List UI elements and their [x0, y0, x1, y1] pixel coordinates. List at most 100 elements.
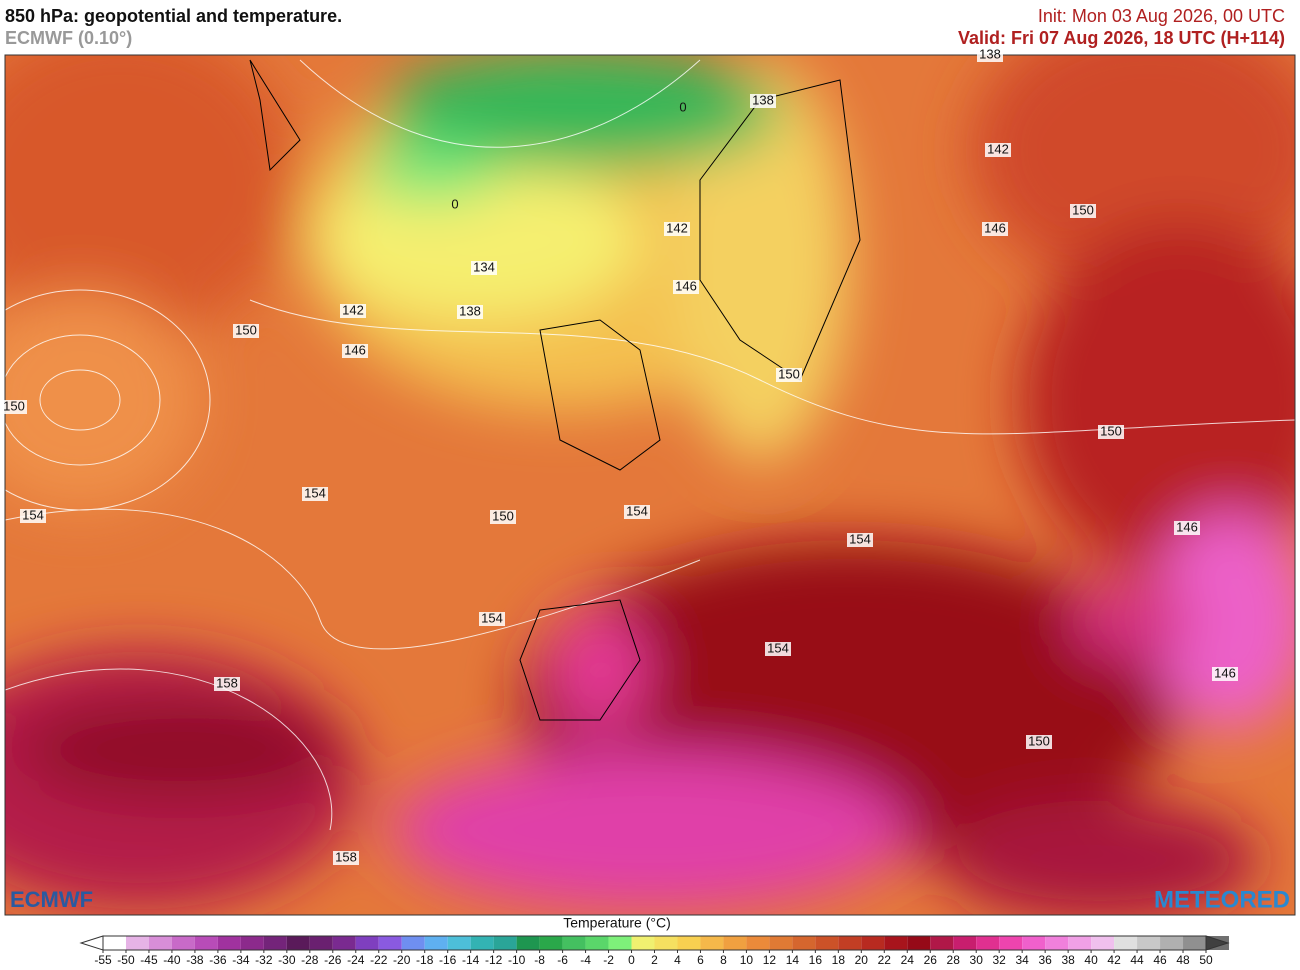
contour-label-bg — [977, 48, 1003, 62]
colorbar-swatch — [562, 936, 586, 950]
contour-label: 150 — [235, 322, 257, 337]
contour-label-bg — [302, 487, 328, 501]
colorbar-tick-label: 24 — [901, 953, 915, 967]
colorbar-tick-label: 44 — [1130, 953, 1144, 967]
colorbar-tick-label: -28 — [301, 953, 319, 967]
colorbar-tick-label: -4 — [580, 953, 591, 967]
contour-label: 154 — [849, 531, 871, 546]
contour-label-bg — [214, 677, 240, 691]
contour-label: 150 — [1100, 423, 1122, 438]
contour-label-bg — [765, 642, 791, 656]
colorbar-tick-label: 46 — [1153, 953, 1167, 967]
contour-label-bg — [471, 261, 497, 275]
colorbar-tick-label: 20 — [855, 953, 869, 967]
contour-label: 150 — [1028, 733, 1050, 748]
colorbar-swatch — [194, 936, 218, 950]
legend-title: Temperature (°C) — [563, 915, 671, 931]
colorbar-swatch — [1091, 936, 1115, 950]
colorbar-tick-label: -24 — [347, 953, 365, 967]
colorbar-tick-label: 30 — [970, 953, 984, 967]
colorbar-tick-label: -22 — [370, 953, 388, 967]
contour-label-bg — [985, 143, 1011, 157]
colorbar-swatch — [608, 936, 632, 950]
contour-label-bg — [1174, 521, 1200, 535]
contour-label: 138 — [979, 46, 1001, 61]
colorbar-tick-label: 48 — [1176, 953, 1190, 967]
title: 850 hPa: geopotential and temperature. — [5, 6, 342, 26]
colorbar-swatch — [585, 936, 609, 950]
contour-label: 146 — [984, 220, 1006, 235]
colorbar-tick-label: 32 — [993, 953, 1007, 967]
contour-label-bg — [847, 533, 873, 547]
colorbar-tick-label: -6 — [557, 953, 568, 967]
colorbar-swatch — [401, 936, 425, 950]
colorbar-tick-label: -50 — [117, 953, 135, 967]
contour-label: 142 — [987, 141, 1009, 156]
colorbar-tick-label: 50 — [1199, 953, 1213, 967]
contour-label: 154 — [767, 640, 789, 655]
colorbar-tick-label: -26 — [324, 953, 342, 967]
colorbar-swatch — [792, 936, 816, 950]
contour-label: 154 — [22, 507, 44, 522]
contour-label-bg — [1098, 425, 1124, 439]
contour-label: 146 — [1176, 519, 1198, 534]
contour-label: 150 — [492, 508, 514, 523]
colorbar-swatch — [470, 936, 494, 950]
contour-label-bg — [1070, 204, 1096, 218]
colorbar-tick-label: -18 — [416, 953, 434, 967]
colorbar-tick-label: -2 — [603, 953, 614, 967]
colorbar-tick-label: 4 — [674, 953, 681, 967]
contour-label-bg — [750, 94, 776, 108]
colorbar-swatch — [999, 936, 1023, 950]
contour-label: 154 — [481, 610, 503, 625]
colorbar-tick-label: 22 — [878, 953, 892, 967]
contour-label-bg — [233, 324, 259, 338]
contour-label: 0 — [679, 99, 686, 114]
contour-label-bg — [624, 505, 650, 519]
colorbar-tick-label: -12 — [485, 953, 503, 967]
colorbar-swatch — [1068, 936, 1092, 950]
colorbar-swatch — [424, 936, 448, 950]
colorbar-swatch — [654, 936, 678, 950]
colorbar-tick-label: 34 — [1015, 953, 1029, 967]
colorbar-swatch — [769, 936, 793, 950]
colorbar-tick-label: -10 — [508, 953, 526, 967]
colorbar-tick-label: -40 — [163, 953, 181, 967]
colorbar-tick-label: -55 — [94, 953, 112, 967]
contour-label-bg — [664, 222, 690, 236]
colorbar-swatch — [171, 936, 195, 950]
contour-label: 134 — [473, 259, 495, 274]
contour-label: 150 — [1072, 202, 1094, 217]
colorbar-tick-label: 6 — [697, 953, 704, 967]
colorbar-tick-label: 16 — [809, 953, 823, 967]
colorbar-swatch — [884, 936, 908, 950]
colorbar-tick-label: 38 — [1061, 953, 1075, 967]
colorbar-tick-label: 8 — [720, 953, 727, 967]
contour-label-bg — [776, 368, 802, 382]
colorbar-tick-label: 28 — [947, 953, 961, 967]
colorbar-tick-label: 18 — [832, 953, 846, 967]
colorbar-swatch — [103, 936, 126, 950]
init-time: Init: Mon 03 Aug 2026, 00 UTC — [1038, 6, 1285, 26]
colorbar-swatch — [953, 936, 977, 950]
colorbar-swatch — [516, 936, 540, 950]
colorbar-tick-label: 42 — [1107, 953, 1121, 967]
colorbar-swatch — [976, 936, 1000, 950]
colorbar-swatch — [723, 936, 747, 950]
subtitle: ECMWF (0.10°) — [5, 28, 132, 48]
logo-ecmwf: ECMWF — [10, 887, 93, 912]
contour-label-bg — [479, 612, 505, 626]
contour-label-bg — [982, 222, 1008, 236]
colorbar-tick-label: -30 — [278, 953, 296, 967]
colorbar-swatch — [148, 936, 172, 950]
colorbar-swatch — [815, 936, 839, 950]
colorbar-swatch — [378, 936, 402, 950]
colorbar: -55 -50 -45 -40 -38 -36 -34 -32 -30 -28 -26 -24 -22-… — [79, 935, 1230, 967]
colorbar-swatch — [493, 936, 517, 950]
contour-label: 158 — [335, 849, 357, 864]
colorbar-tick-label: -16 — [439, 953, 457, 967]
colorbar-swatch — [1137, 936, 1161, 950]
contour-label: 142 — [342, 302, 364, 317]
contour-label: 154 — [304, 485, 326, 500]
